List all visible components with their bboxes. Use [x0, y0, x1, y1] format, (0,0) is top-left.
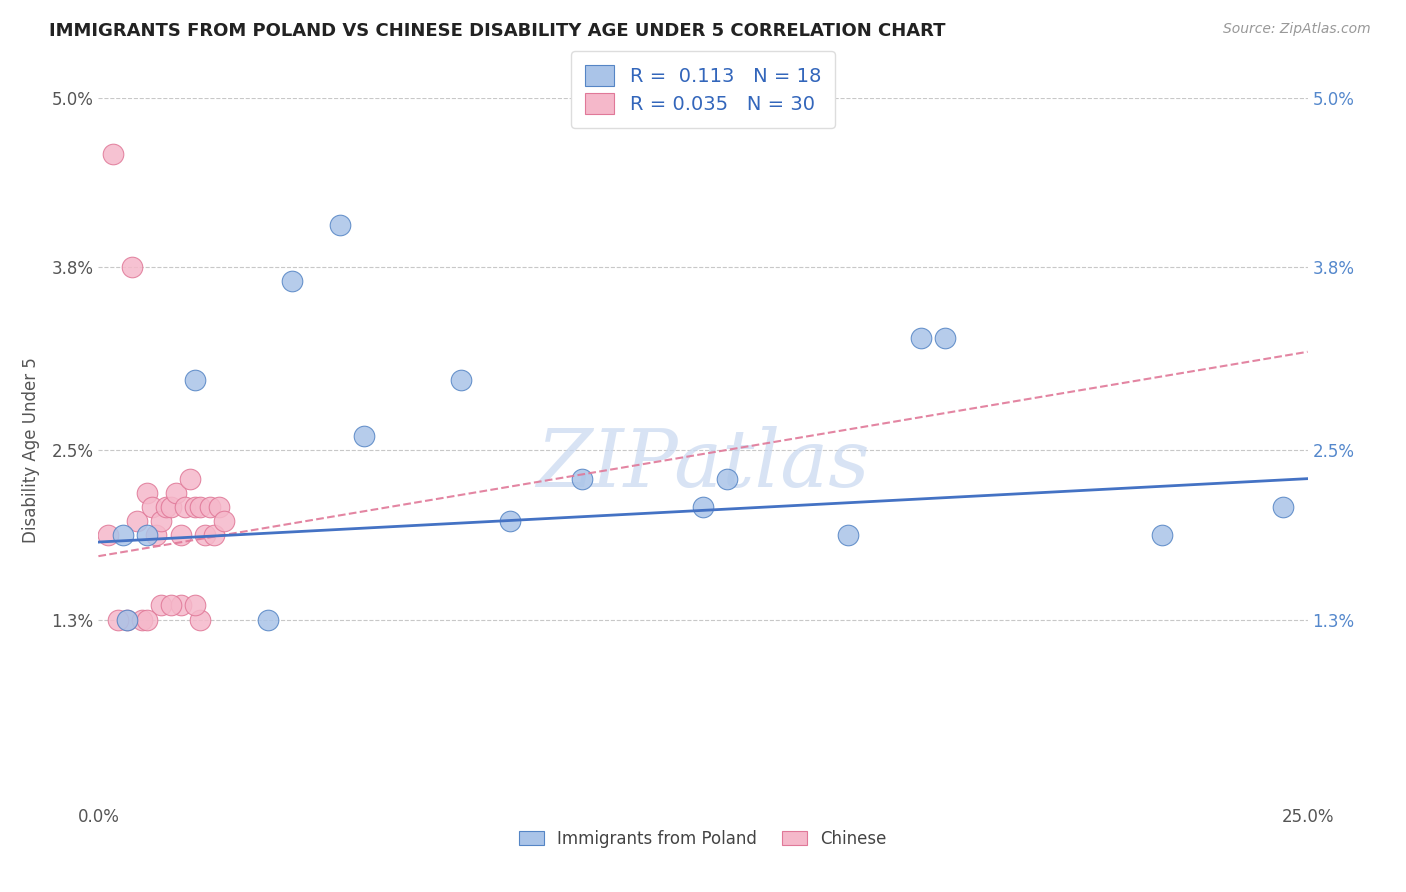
Point [184, 500, 207, 514]
Point [141, 500, 163, 514]
Point [198, 500, 221, 514]
Point [135, 485, 157, 500]
Point [194, 528, 217, 542]
Point [174, 500, 197, 514]
Point [135, 613, 157, 627]
Point [329, 218, 352, 232]
Point [165, 485, 187, 500]
Point [837, 528, 859, 542]
Point [97, 528, 120, 542]
Point [353, 429, 375, 443]
Point [121, 260, 143, 275]
Point [204, 528, 226, 542]
Point [498, 514, 520, 528]
Text: Source: ZipAtlas.com: Source: ZipAtlas.com [1223, 22, 1371, 37]
Text: ZIPatlas: ZIPatlas [536, 425, 870, 503]
Point [1272, 500, 1295, 514]
Legend: Immigrants from Poland, Chinese: Immigrants from Poland, Chinese [512, 823, 894, 855]
Point [117, 613, 139, 627]
Point [256, 613, 278, 627]
Point [135, 528, 157, 542]
Point [131, 613, 153, 627]
Point [160, 500, 183, 514]
Point [117, 613, 139, 627]
Point [692, 500, 714, 514]
Point [169, 528, 191, 542]
Point [281, 274, 304, 288]
Point [150, 599, 173, 613]
Point [179, 472, 201, 486]
Point [934, 331, 956, 345]
Point [150, 514, 173, 528]
Point [188, 500, 211, 514]
Point [107, 613, 129, 627]
Text: IMMIGRANTS FROM POLAND VS CHINESE DISABILITY AGE UNDER 5 CORRELATION CHART: IMMIGRANTS FROM POLAND VS CHINESE DISABI… [49, 22, 946, 40]
Point [145, 528, 167, 542]
Point [208, 500, 231, 514]
Point [450, 373, 472, 387]
Point [101, 147, 124, 161]
Point [716, 472, 738, 486]
Point [212, 514, 235, 528]
Point [160, 599, 183, 613]
Point [111, 528, 134, 542]
Point [571, 472, 593, 486]
Point [910, 331, 932, 345]
Y-axis label: Disability Age Under 5: Disability Age Under 5 [22, 358, 41, 543]
Point [155, 500, 177, 514]
Point [127, 514, 149, 528]
Point [184, 373, 207, 387]
Point [169, 599, 191, 613]
Point [1152, 528, 1174, 542]
Point [184, 599, 207, 613]
Point [188, 613, 211, 627]
